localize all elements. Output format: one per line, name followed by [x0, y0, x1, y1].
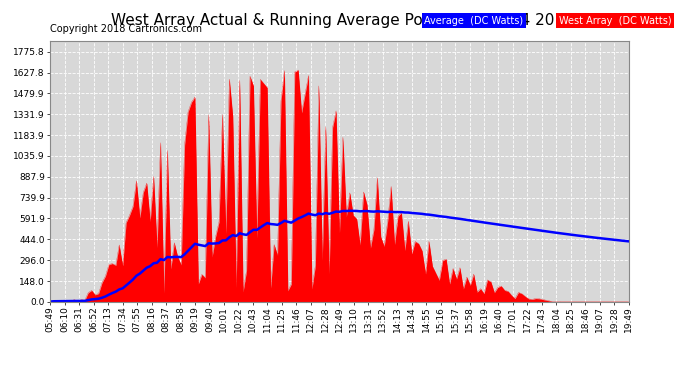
Text: Average  (DC Watts): Average (DC Watts) — [424, 16, 524, 26]
Text: Copyright 2018 Cartronics.com: Copyright 2018 Cartronics.com — [50, 24, 202, 34]
Text: West Array  (DC Watts): West Array (DC Watts) — [559, 16, 671, 26]
Text: West Array Actual & Running Average Power Sat Aug 4 20:06: West Array Actual & Running Average Powe… — [111, 13, 579, 28]
